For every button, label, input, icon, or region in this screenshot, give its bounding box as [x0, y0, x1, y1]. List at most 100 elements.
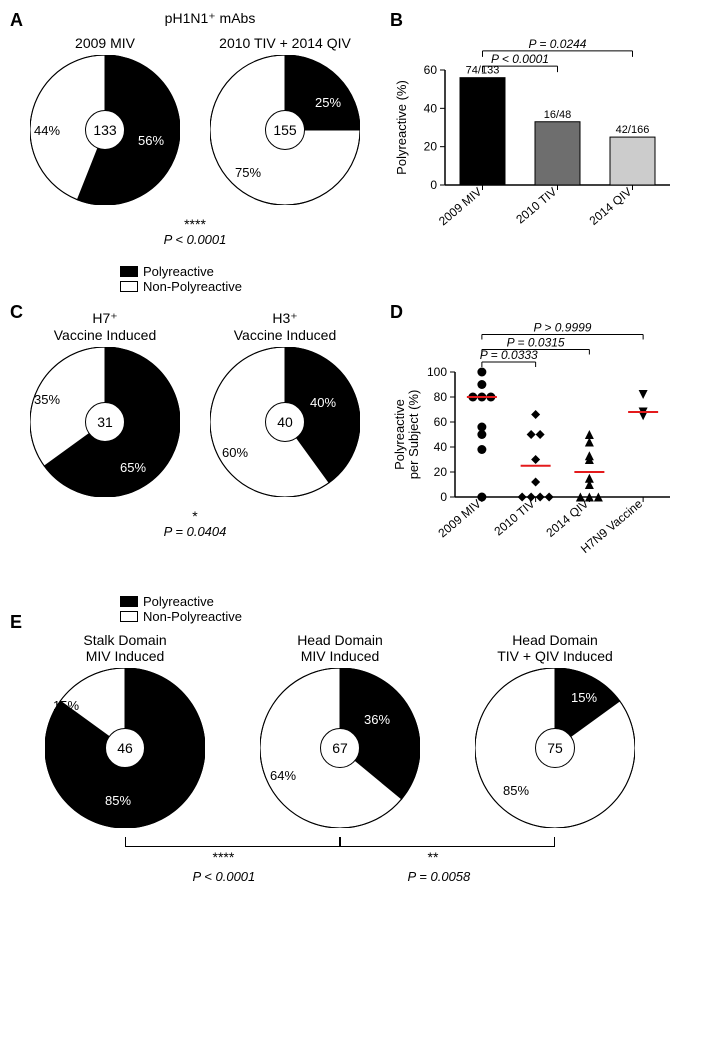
- panel-d: D 0 20 40 60 80 100 Polyreactiveper Subject (%…: [390, 302, 690, 572]
- panel-e-pie-1-slice-label: 36%: [364, 712, 390, 727]
- svg-text:2009 MIV: 2009 MIV: [436, 185, 484, 229]
- connector-stars: ****: [213, 849, 235, 865]
- connector-pvalue: P = 0.0058: [408, 869, 471, 884]
- legend-item: Polyreactive: [120, 594, 707, 609]
- svg-text:0: 0: [430, 178, 437, 192]
- svg-text:80: 80: [434, 390, 448, 404]
- panel-c-pie-1-title: H3⁺: [210, 310, 360, 327]
- legend-swatch: [120, 611, 138, 622]
- panel-d-label: D: [390, 302, 403, 323]
- panel-e-pie-0-slice-label: 85%: [105, 793, 131, 808]
- panel-c-pie-0-n: 31: [85, 402, 125, 442]
- svg-text:P = 0.0244: P = 0.0244: [529, 37, 587, 51]
- legend-label: Non-Polyreactive: [143, 609, 242, 624]
- svg-text:40: 40: [424, 101, 438, 115]
- panel-a-title: pH1N1⁺ mAbs: [40, 10, 380, 27]
- panel-e-pie-0-pie: 85% 15% 46: [45, 668, 205, 828]
- panel-e-pie-2-title: TIV + QIV Induced: [475, 648, 635, 664]
- panel-a-pie-1-n: 155: [265, 110, 305, 150]
- panel-a-pie-0-slice-label: 56%: [138, 133, 164, 148]
- legend-swatch: [120, 596, 138, 607]
- svg-text:2014 QIV: 2014 QIV: [587, 185, 635, 228]
- legend-swatch: [120, 281, 138, 292]
- svg-text:20: 20: [424, 140, 438, 154]
- panel-a-pie-0-title: 2009 MIV: [30, 35, 180, 51]
- legend-item: Non-Polyreactive: [120, 609, 707, 624]
- connector-pvalue: P < 0.0001: [193, 869, 256, 884]
- panel-c-pie-1-pie: 40% 60% 40: [210, 347, 360, 497]
- svg-text:0: 0: [440, 490, 447, 504]
- figure: A pH1N1⁺ mAbs 2009 MIV 56% 44% 133 2010 TIV …: [10, 10, 707, 903]
- panel-a-pie-1-pie: 25%75%155: [210, 55, 360, 205]
- connector-line: [125, 837, 340, 847]
- panel-e-pie-1-pie: 36% 64% 67: [260, 668, 420, 828]
- svg-text:2014 QIV: 2014 QIV: [543, 497, 591, 540]
- panel-a-pie-0-slice-label: 44%: [34, 123, 60, 138]
- panel-c-pvalue: P = 0.0404: [10, 524, 380, 539]
- connector-stars: **: [428, 849, 439, 865]
- panel-e-label: E: [10, 612, 22, 633]
- legend-item: Non-Polyreactive: [120, 279, 707, 294]
- panel-a-pie-1-slice-label: 75%: [235, 165, 261, 180]
- panel-e-pie-1-title: Head Domain: [260, 632, 420, 648]
- panel-e: E Stalk DomainMIV Induced85%15%46Head Do…: [10, 632, 707, 903]
- panel-a-pie-0-n: 133: [85, 110, 125, 150]
- panel-e-pie-0-slice-label: 15%: [53, 698, 79, 713]
- panel-c-pie-0-pie: 65% 35% 31: [30, 347, 180, 497]
- panel-e-pie-2-slice-label: 85%: [503, 783, 529, 798]
- panel-b: B 0204060Polyreactive (%)74/1332009 MIV1…: [390, 10, 690, 250]
- panel-e-pie-0-n: 46: [105, 728, 145, 768]
- svg-text:per Subject (%): per Subject (%): [406, 390, 421, 480]
- panel-a: A pH1N1⁺ mAbs 2009 MIV 56% 44% 133 2010 TIV …: [10, 10, 380, 250]
- panel-c-stars: *: [10, 508, 380, 524]
- panel-a-stars: ****: [10, 216, 380, 232]
- panel-e-pie-0-title: MIV Induced: [45, 648, 205, 664]
- panel-e-pie-2-n: 75: [535, 728, 575, 768]
- svg-text:2010 TIV: 2010 TIV: [513, 185, 559, 227]
- panel-c-pie-1-slice-label: 60%: [222, 445, 248, 460]
- panel-e-pie-1-n: 67: [320, 728, 360, 768]
- legend-swatch: [120, 266, 138, 277]
- svg-text:P < 0.0001: P < 0.0001: [491, 52, 549, 66]
- svg-text:P > 0.9999: P > 0.9999: [534, 321, 592, 335]
- panel-e-pie-1-slice-label: 64%: [270, 768, 296, 783]
- panel-e-pie-1-title: MIV Induced: [260, 648, 420, 664]
- svg-text:P = 0.0333: P = 0.0333: [480, 348, 538, 362]
- connector-line: [340, 837, 555, 847]
- svg-text:Polyreactive (%): Polyreactive (%): [394, 80, 409, 175]
- legend-item: Polyreactive: [120, 264, 707, 279]
- panel-c-pie-0-slice-label: 35%: [34, 392, 60, 407]
- panel-b-svg: 0204060Polyreactive (%)74/1332009 MIV16/…: [390, 15, 680, 245]
- svg-text:60: 60: [434, 415, 448, 429]
- svg-text:60: 60: [424, 63, 438, 77]
- panel-e-pie-2-pie: 15% 85% 75: [475, 668, 635, 828]
- panel-c-pie-0-title: H7⁺: [30, 310, 180, 327]
- panel-c-pie-1-title: Vaccine Induced: [210, 327, 360, 343]
- legend-label: Polyreactive: [143, 594, 214, 609]
- panel-e-pie-0-title: Stalk Domain: [45, 632, 205, 648]
- panel-a-pie-0-pie: 56% 44% 133: [30, 55, 180, 205]
- panel-c-pie-1-n: 40: [265, 402, 305, 442]
- panel-c-pie-0-title: Vaccine Induced: [30, 327, 180, 343]
- svg-text:40: 40: [434, 440, 448, 454]
- panel-a-label: A: [10, 10, 23, 31]
- svg-text:42/166: 42/166: [616, 124, 650, 136]
- svg-text:2010 TIV: 2010 TIV: [491, 497, 537, 539]
- legend-label: Non-Polyreactive: [143, 279, 242, 294]
- svg-text:16/48: 16/48: [544, 109, 572, 121]
- panel-d-svg: 0 20 40 60 80 100 Polyreactiveper Subject (%) 2…: [390, 307, 680, 567]
- panel-c-pie-1-slice-label: 40%: [310, 395, 336, 410]
- panel-e-pie-2-slice-label: 15%: [571, 690, 597, 705]
- panel-e-pie-2-title: Head Domain: [475, 632, 635, 648]
- legend-label: Polyreactive: [143, 264, 214, 279]
- svg-text:20: 20: [434, 465, 448, 479]
- panel-b-label: B: [390, 10, 403, 31]
- panel-c-pie-0-slice-label: 65%: [120, 460, 146, 475]
- panel-a-pvalue: P < 0.0001: [10, 232, 380, 247]
- svg-text:Polyreactive: Polyreactive: [392, 399, 407, 470]
- legend-a-c: PolyreactiveNon-Polyreactive: [120, 264, 707, 294]
- svg-text:100: 100: [427, 365, 447, 379]
- legend-e: PolyreactiveNon-Polyreactive: [120, 594, 707, 624]
- panel-a-pie-1-title: 2010 TIV + 2014 QIV: [210, 35, 360, 51]
- panel-c: C H7⁺Vaccine Induced65%35%31H3⁺Vaccine I…: [10, 302, 380, 572]
